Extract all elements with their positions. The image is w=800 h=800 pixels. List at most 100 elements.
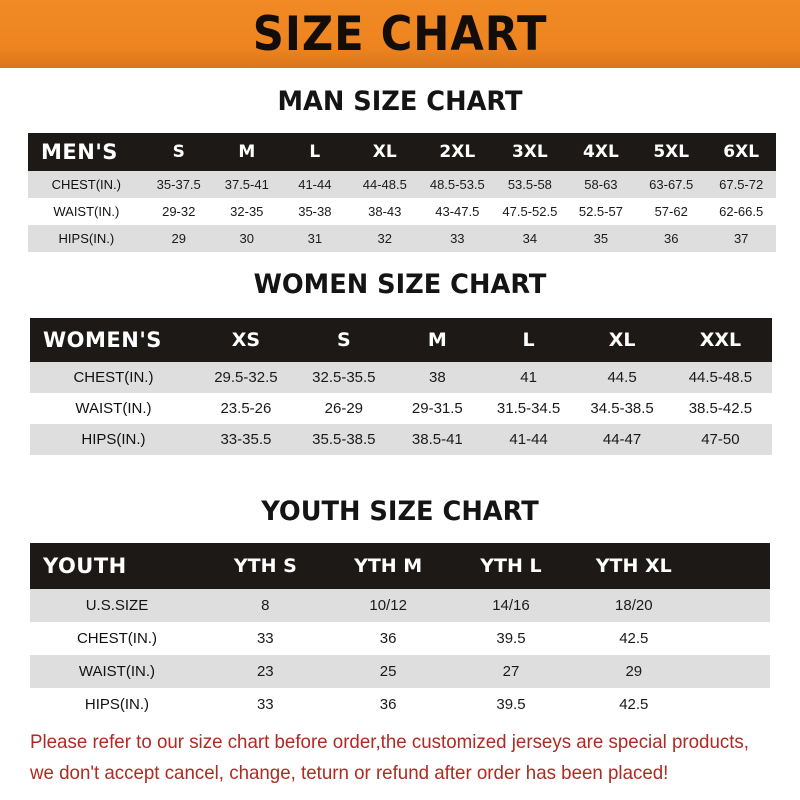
man-size-header: XL [348, 133, 421, 171]
man-cell: 31 [280, 225, 349, 252]
man-size-header: 4XL [565, 133, 637, 171]
youth-cell: 36 [326, 688, 450, 721]
man-table: MEN'S S M L XL 2XL 3XL 4XL 5XL 6XL CHEST… [28, 133, 776, 252]
man-corner-label: MEN'S [28, 133, 145, 171]
table-row: CHEST(IN.) 29.5-32.5 32.5-35.5 38 41 44.… [30, 362, 772, 393]
man-size-header: L [280, 133, 349, 171]
youth-cell-empty [695, 622, 733, 655]
women-cell: 38.5-41 [392, 424, 482, 455]
youth-cell-empty [732, 688, 770, 721]
table-row: U.S.SIZE 8 10/12 14/16 18/20 [30, 589, 770, 622]
youth-cell: 33 [203, 688, 327, 721]
youth-size-header: YTH M [326, 543, 450, 589]
footer-note-line-1: Please refer to our size chart before or… [30, 731, 749, 753]
man-size-chart-table: MEN'S S M L XL 2XL 3XL 4XL 5XL 6XL CHEST… [28, 133, 776, 252]
man-cell: 33 [420, 225, 494, 252]
man-size-header: 6XL [706, 133, 776, 171]
man-cell: 37.5-41 [212, 171, 281, 198]
women-cell: 29.5-32.5 [196, 362, 295, 393]
man-cell: 29-32 [144, 198, 213, 225]
women-size-header: S [294, 318, 393, 362]
youth-cell: 42.5 [572, 622, 696, 655]
women-size-header: XS [196, 318, 295, 362]
man-header-row: MEN'S S M L XL 2XL 3XL 4XL 5XL 6XL [28, 133, 776, 171]
youth-cell-empty [695, 655, 733, 688]
footer-note-line-2: we don't accept cancel, change, teturn o… [30, 762, 669, 784]
man-cell: 53.5-58 [493, 171, 566, 198]
man-cell: 32 [348, 225, 421, 252]
women-cell: 44.5 [575, 362, 669, 393]
youth-header-row: YOUTH YTH S YTH M YTH L YTH XL [30, 543, 770, 589]
table-row: HIPS(IN.) 33-35.5 35.5-38.5 38.5-41 41-4… [30, 424, 772, 455]
man-cell: 35-37.5 [144, 171, 213, 198]
women-cell: 35.5-38.5 [294, 424, 393, 455]
youth-cell: 8 [203, 589, 327, 622]
table-row: CHEST(IN.) 33 36 39.5 42.5 [30, 622, 770, 655]
man-cell: 63-67.5 [636, 171, 707, 198]
youth-cell: 42.5 [572, 688, 696, 721]
youth-row-label: CHEST(IN.) [30, 622, 204, 655]
man-table-body: CHEST(IN.) 35-37.5 37.5-41 41-44 44-48.5… [28, 171, 776, 252]
women-cell: 38.5-42.5 [668, 393, 772, 424]
man-cell: 30 [212, 225, 281, 252]
youth-corner-label: YOUTH [30, 543, 204, 589]
man-cell: 47.5-52.5 [493, 198, 566, 225]
man-size-header: 2XL [420, 133, 494, 171]
youth-size-header-empty [732, 543, 770, 589]
table-row: WAIST(IN.) 29-32 32-35 35-38 38-43 43-47… [28, 198, 776, 225]
man-size-header: M [212, 133, 281, 171]
youth-cell: 10/12 [326, 589, 450, 622]
women-table-body: CHEST(IN.) 29.5-32.5 32.5-35.5 38 41 44.… [30, 362, 772, 455]
youth-row-label: WAIST(IN.) [30, 655, 204, 688]
women-header-row: WOMEN'S XS S M L XL XXL [30, 318, 772, 362]
youth-table-body: U.S.SIZE 8 10/12 14/16 18/20 CHEST(IN.) … [30, 589, 770, 721]
youth-cell: 36 [326, 622, 450, 655]
footer-note: Please refer to our size chart before or… [30, 727, 755, 789]
man-cell: 41-44 [280, 171, 349, 198]
man-cell: 35 [565, 225, 637, 252]
table-row: CHEST(IN.) 35-37.5 37.5-41 41-44 44-48.5… [28, 171, 776, 198]
man-row-label: HIPS(IN.) [28, 225, 145, 252]
youth-cell: 18/20 [572, 589, 696, 622]
women-row-label: CHEST(IN.) [30, 362, 197, 393]
youth-row-label: U.S.SIZE [30, 589, 204, 622]
women-cell: 47-50 [668, 424, 772, 455]
women-table: WOMEN'S XS S M L XL XXL CHEST(IN.) 29.5-… [30, 318, 772, 455]
man-cell: 57-62 [636, 198, 707, 225]
women-size-chart-table: WOMEN'S XS S M L XL XXL CHEST(IN.) 29.5-… [30, 318, 772, 455]
table-row: HIPS(IN.) 29 30 31 32 33 34 35 36 37 [28, 225, 776, 252]
youth-cell: 23 [203, 655, 327, 688]
women-cell: 41 [481, 362, 576, 393]
women-cell: 29-31.5 [392, 393, 482, 424]
women-cell: 26-29 [294, 393, 393, 424]
youth-size-header: YTH XL [572, 543, 696, 589]
youth-cell: 29 [572, 655, 696, 688]
man-cell: 38-43 [348, 198, 421, 225]
women-cell: 38 [392, 362, 482, 393]
man-size-header: 3XL [493, 133, 566, 171]
man-cell: 67.5-72 [706, 171, 776, 198]
man-row-label: CHEST(IN.) [28, 171, 145, 198]
women-corner-label: WOMEN'S [30, 318, 197, 362]
table-row: WAIST(IN.) 23.5-26 26-29 29-31.5 31.5-34… [30, 393, 772, 424]
man-cell: 43-47.5 [420, 198, 494, 225]
women-row-label: WAIST(IN.) [30, 393, 197, 424]
youth-cell-empty [695, 589, 733, 622]
table-row: HIPS(IN.) 33 36 39.5 42.5 [30, 688, 770, 721]
table-row: WAIST(IN.) 23 25 27 29 [30, 655, 770, 688]
youth-table: YOUTH YTH S YTH M YTH L YTH XL U.S.SIZE … [30, 543, 770, 721]
women-cell: 31.5-34.5 [481, 393, 576, 424]
women-size-chart-title: WOMEN SIZE CHART [253, 269, 547, 300]
page-banner: SIZE CHART [0, 0, 800, 68]
youth-size-header: YTH L [449, 543, 573, 589]
women-table-head: WOMEN'S XS S M L XL XXL [30, 318, 772, 362]
women-size-header: L [481, 318, 576, 362]
women-cell: 41-44 [481, 424, 576, 455]
women-cell: 44-47 [575, 424, 669, 455]
youth-cell: 33 [203, 622, 327, 655]
youth-cell-empty [732, 589, 770, 622]
man-cell: 48.5-53.5 [420, 171, 494, 198]
youth-cell: 14/16 [449, 589, 573, 622]
page-title: SIZE CHART [252, 6, 548, 62]
women-size-header: XL [575, 318, 669, 362]
